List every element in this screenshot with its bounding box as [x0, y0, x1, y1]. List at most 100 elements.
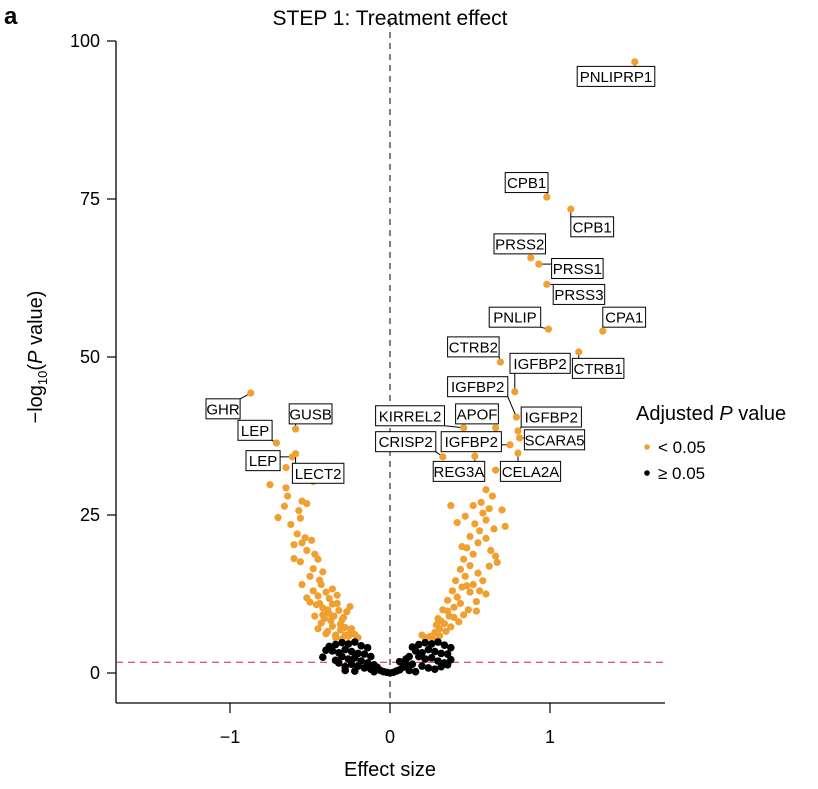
non-significant-point	[437, 649, 446, 658]
significant-point	[474, 569, 482, 577]
significant-point	[314, 592, 322, 600]
significant-point	[306, 598, 314, 606]
gene-label: IGFBP2	[445, 434, 498, 451]
significant-point	[314, 555, 322, 563]
gene-label-box	[291, 462, 345, 484]
labeled-point	[506, 441, 514, 449]
gene-label: PNLIP	[493, 310, 536, 327]
labeled-point	[544, 325, 553, 333]
gene-label-box	[288, 403, 333, 425]
significant-point	[309, 587, 317, 595]
label-connector	[507, 396, 517, 418]
significant-point	[444, 607, 452, 615]
significant-point	[346, 603, 354, 611]
significant-point	[501, 522, 509, 530]
labeled-point	[543, 193, 551, 201]
y-tick-label: 0	[90, 663, 100, 683]
non-significant-point	[351, 654, 359, 662]
gene-label-box	[205, 398, 241, 420]
reference-lines	[116, 21, 665, 703]
gene-label-box	[375, 405, 446, 427]
legend-title: Adjusted P value	[636, 403, 786, 425]
significant-point	[309, 565, 317, 573]
significant-point	[450, 613, 458, 621]
significant-point	[282, 464, 290, 472]
significant-point	[303, 546, 311, 554]
significant-point	[436, 632, 444, 640]
significant-point	[290, 541, 298, 549]
significant-point	[296, 558, 304, 566]
significant-point	[266, 481, 274, 489]
gene-label: CPA1	[605, 310, 643, 327]
non-significant-point	[427, 654, 436, 662]
labeled-point	[599, 327, 607, 335]
significant-point	[437, 617, 445, 625]
non-significant-point	[363, 643, 372, 652]
non-significant-point	[351, 638, 359, 646]
significant-point	[332, 634, 340, 642]
gene-label: PRSS2	[495, 236, 544, 253]
y-tick-label: 100	[70, 31, 100, 51]
significant-point	[482, 486, 490, 494]
non-significant-point	[351, 667, 359, 675]
non-significant-point	[427, 640, 436, 648]
labeled-point	[292, 425, 300, 433]
gene-label: IGFBP2	[451, 379, 504, 396]
x-axis-label: Effect size	[344, 759, 436, 781]
non-significant-point	[405, 666, 414, 675]
gene-label: LECT2	[295, 466, 342, 483]
significant-point	[274, 513, 282, 522]
labeled-point	[272, 439, 280, 447]
significant-point	[498, 506, 506, 514]
gene-label-box	[237, 419, 273, 441]
labeled-point	[492, 466, 500, 474]
significant-point	[432, 621, 440, 629]
gene-label-box	[447, 376, 509, 398]
significant-point	[466, 532, 474, 541]
chart-title: STEP 1: Treatment effect	[272, 7, 507, 30]
non-significant-point	[322, 646, 330, 655]
significant-point	[476, 527, 484, 535]
non-significant-point	[360, 650, 369, 658]
significant-point	[336, 620, 344, 628]
gene-label: IGFBP2	[513, 356, 566, 373]
non-significant-point	[341, 645, 350, 654]
significant-point	[474, 539, 482, 547]
significant-point	[340, 613, 348, 621]
labeled-point	[471, 452, 479, 460]
significant-point	[479, 577, 487, 585]
significant-point	[306, 572, 314, 580]
significant-point	[453, 593, 461, 601]
significant-point	[287, 520, 295, 529]
significant-point	[316, 599, 324, 608]
gene-label: PRSS1	[553, 261, 602, 278]
gene-label: CTRB1	[574, 361, 623, 378]
significant-point	[485, 505, 493, 513]
significant-point	[493, 558, 501, 567]
significant-point	[455, 618, 463, 626]
significant-point	[482, 590, 490, 598]
legend-marker	[644, 470, 650, 476]
gene-label-box	[493, 233, 546, 255]
significant-point	[488, 492, 496, 500]
gene-labels: PNLIPRP1 CPB1 CPB1 PRSS2 PRSS1 PRSS3 PNLIP CPA1…	[205, 58, 656, 484]
non-significant-point	[411, 667, 420, 676]
non-significant-point	[360, 664, 369, 672]
gene-label: KIRREL2	[379, 408, 442, 425]
significant-point	[418, 631, 426, 639]
significant-point	[298, 539, 306, 547]
legend-label: < 0.05	[658, 438, 706, 457]
non-significant-point	[367, 652, 375, 661]
gene-label-box	[520, 406, 582, 428]
significant-point	[460, 555, 468, 563]
gene-label-box	[432, 460, 486, 482]
significant-point	[335, 606, 343, 615]
labeled-point	[514, 449, 522, 457]
non-significant-point	[447, 643, 455, 652]
non-significant-point	[437, 662, 446, 671]
significant-point	[469, 550, 477, 558]
significant-point	[296, 514, 304, 522]
significant-point	[448, 587, 456, 595]
legend: Adjusted P value < 0.05 ≥ 0.05	[636, 403, 786, 483]
